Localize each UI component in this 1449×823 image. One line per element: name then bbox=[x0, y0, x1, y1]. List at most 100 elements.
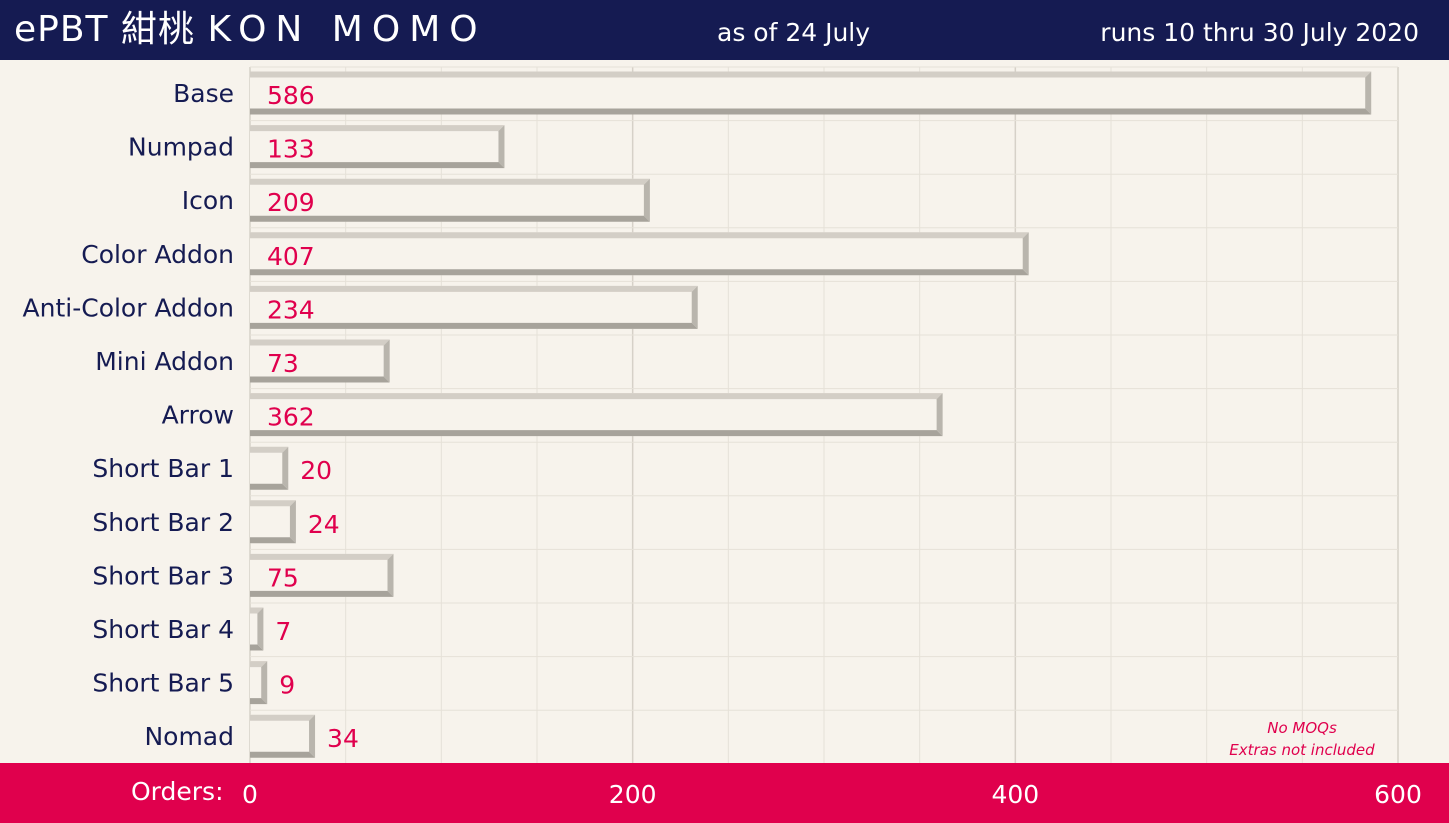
value-labels: 586 133 209 407 234 73 362 20 24 75 7 9 34 bbox=[267, 81, 359, 753]
bar bbox=[250, 71, 1372, 115]
category-label: Icon bbox=[182, 186, 234, 215]
category-label: Short Bar 1 bbox=[92, 454, 234, 483]
value-label: 407 bbox=[267, 242, 315, 271]
bar-bevel-top bbox=[250, 500, 296, 507]
bar bbox=[250, 714, 316, 758]
orders-axis-label: Orders: bbox=[131, 777, 224, 806]
category-label: Nomad bbox=[144, 722, 234, 751]
value-label: 7 bbox=[275, 617, 291, 646]
category-label: Base bbox=[173, 79, 234, 108]
note-no-moqs: No MOQs bbox=[1267, 719, 1337, 737]
page-title: ePBT 紺桃 KON MOMO bbox=[14, 8, 487, 52]
category-label: Anti-Color Addon bbox=[23, 293, 234, 322]
category-labels: Base Numpad Icon Color Addon Anti-Color Addo… bbox=[23, 79, 234, 751]
bar-bevel-bottom bbox=[250, 537, 296, 544]
category-label: Short Bar 2 bbox=[92, 508, 234, 537]
bar-bevel-right bbox=[643, 178, 650, 222]
bar-bevel-bottom bbox=[250, 376, 390, 383]
bar-face bbox=[250, 714, 316, 758]
bar-bevel-right bbox=[289, 500, 296, 544]
footer-bar: Orders: 0 200 400 600 bbox=[0, 763, 1449, 823]
x-tick-label: 0 bbox=[242, 780, 258, 809]
bar bbox=[250, 232, 1029, 276]
bar-face bbox=[250, 285, 698, 329]
bar-bevel-top bbox=[250, 553, 394, 560]
bar-face bbox=[250, 232, 1029, 276]
bar-bevel-bottom bbox=[250, 162, 505, 169]
bar-bevel-top bbox=[250, 178, 650, 185]
bar-bevel-right bbox=[309, 714, 316, 758]
bar-bevel-top bbox=[250, 446, 289, 453]
bar-bevel-top bbox=[250, 714, 316, 721]
as-of-date: as of 24 July bbox=[717, 18, 871, 47]
x-tick-label: 200 bbox=[609, 780, 657, 809]
x-tick-label: 400 bbox=[991, 780, 1039, 809]
value-label: 586 bbox=[267, 81, 315, 110]
bar-face bbox=[250, 71, 1372, 115]
value-label: 234 bbox=[267, 295, 315, 324]
value-label: 362 bbox=[267, 403, 315, 432]
bar bbox=[250, 339, 390, 383]
category-label: Short Bar 4 bbox=[92, 615, 234, 644]
value-label: 209 bbox=[267, 188, 315, 217]
value-label: 24 bbox=[308, 510, 340, 539]
bar-bevel-bottom bbox=[250, 644, 264, 651]
bar-bevel-right bbox=[387, 553, 394, 597]
value-label: 133 bbox=[267, 135, 315, 164]
bar-face bbox=[250, 393, 943, 437]
note-extras: Extras not included bbox=[1229, 741, 1375, 759]
bar-face bbox=[250, 178, 650, 222]
bar-bevel-right bbox=[1022, 232, 1029, 276]
bar bbox=[250, 607, 264, 651]
bar-bevel-top bbox=[250, 393, 943, 400]
category-label: Arrow bbox=[162, 401, 234, 430]
x-tick-label: 600 bbox=[1374, 780, 1422, 809]
bar-bevel-top bbox=[250, 232, 1029, 239]
bar bbox=[250, 500, 296, 544]
category-label: Color Addon bbox=[81, 240, 234, 269]
bar-bevel-bottom bbox=[250, 590, 394, 597]
bar-face bbox=[250, 339, 390, 383]
bar bbox=[250, 661, 268, 705]
bar-face bbox=[250, 553, 394, 597]
value-label: 75 bbox=[267, 563, 299, 592]
category-label: Short Bar 5 bbox=[92, 669, 234, 698]
bar-bevel-right bbox=[383, 339, 390, 383]
bar-bevel-right bbox=[261, 661, 268, 705]
bar-bevel-right bbox=[936, 393, 943, 437]
bar-bevel-bottom bbox=[250, 269, 1029, 276]
bar-bevel-bottom bbox=[250, 751, 316, 758]
bar-bevel-top bbox=[250, 125, 505, 132]
bar-bevel-bottom bbox=[250, 698, 268, 705]
category-label: Numpad bbox=[128, 133, 234, 162]
bar-bevel-bottom bbox=[250, 108, 1372, 115]
bar-bevel-right bbox=[498, 125, 505, 169]
bar-bevel-bottom bbox=[250, 215, 650, 222]
bar-bevel-top bbox=[250, 285, 698, 292]
bar-bevel-top bbox=[250, 71, 1372, 78]
bar bbox=[250, 285, 698, 329]
bar bbox=[250, 125, 505, 169]
bar-bevel-bottom bbox=[250, 322, 698, 329]
run-dates: runs 10 thru 30 July 2020 bbox=[1100, 18, 1419, 47]
bar-bevel-bottom bbox=[250, 483, 289, 490]
bar-bevel-right bbox=[691, 285, 698, 329]
category-label: Mini Addon bbox=[95, 347, 234, 376]
bar bbox=[250, 446, 289, 490]
title-spaced: KON MOMO bbox=[207, 9, 487, 50]
value-label: 73 bbox=[267, 349, 299, 378]
value-label: 9 bbox=[279, 671, 295, 700]
bar-bevel-top bbox=[250, 339, 390, 346]
bar bbox=[250, 178, 650, 222]
header-bar: ePBT 紺桃 KON MOMO as of 24 July runs 10 t… bbox=[0, 0, 1449, 60]
bar-bevel-right bbox=[282, 446, 289, 490]
x-axis-ticks: 0 200 400 600 bbox=[242, 780, 1422, 809]
bar bbox=[250, 553, 394, 597]
bar-bevel-right bbox=[1365, 71, 1372, 115]
value-label: 34 bbox=[327, 724, 359, 753]
bar-bevel-top bbox=[250, 661, 268, 668]
bar-bevel-right bbox=[257, 607, 264, 651]
bar-face bbox=[250, 125, 505, 169]
bar bbox=[250, 393, 943, 437]
